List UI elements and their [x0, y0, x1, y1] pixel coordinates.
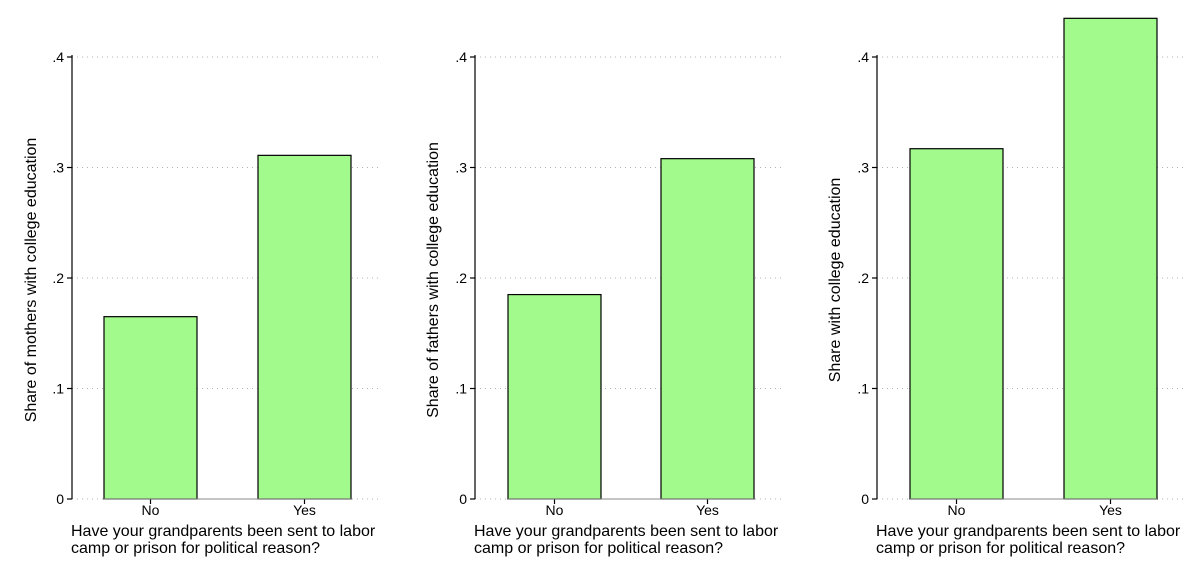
- bar-no: [507, 293, 602, 500]
- bar-yes: [257, 154, 352, 500]
- x-axis-label-line: camp or prison for political reason?: [474, 540, 723, 557]
- y-tick-label: .2: [455, 270, 467, 286]
- y-tick-label: .4: [52, 49, 64, 65]
- x-axis-label-line: camp or prison for political reason?: [71, 540, 320, 557]
- x-axis-label-line: Have your grandparents been sent to labo…: [876, 523, 1181, 540]
- bar-yes: [660, 158, 755, 500]
- y-tick-label: 0: [459, 491, 467, 507]
- x-axis-label-line: Have your grandparents been sent to labo…: [474, 523, 779, 540]
- y-tick-label: .3: [455, 160, 467, 176]
- y-axis-label: Share of fathers with college education: [425, 142, 442, 418]
- x-tick-label: No: [546, 502, 564, 518]
- y-tick-label: .3: [52, 160, 64, 176]
- y-axis-label: Share of mothers with college education: [23, 138, 40, 423]
- y-tick-label: .2: [52, 270, 64, 286]
- x-tick-label: Yes: [293, 502, 316, 518]
- y-axis-label: Share with college education: [827, 178, 844, 383]
- x-tick-label: No: [948, 502, 966, 518]
- bar-yes: [1063, 17, 1158, 500]
- x-tick-label: Yes: [1099, 502, 1122, 518]
- y-tick-label: .4: [857, 49, 869, 65]
- chart-panel-overall: 0 .1 .2 .3 .4 No Yes Share with college educati…: [827, 17, 1186, 557]
- x-axis-label-line: camp or prison for political reason?: [876, 540, 1125, 557]
- y-tick-label: .4: [455, 49, 467, 65]
- y-tick-label: .1: [455, 381, 467, 397]
- x-axis-label-line: Have your grandparents been sent to labo…: [71, 523, 376, 540]
- y-tick-label: .1: [52, 381, 64, 397]
- bar-no: [909, 148, 1004, 500]
- y-tick-label: 0: [861, 491, 869, 507]
- y-tick-label: .3: [857, 160, 869, 176]
- x-tick-label: Yes: [696, 502, 719, 518]
- chart-panel-mothers: 0 .1 .2 .3 .4 No Yes Share of mothers with coll…: [23, 49, 380, 557]
- y-tick-label: 0: [56, 491, 64, 507]
- x-tick-label: No: [142, 502, 160, 518]
- y-tick-label: .2: [857, 270, 869, 286]
- bar-no: [103, 316, 198, 500]
- y-tick-label: .1: [857, 381, 869, 397]
- chart-panel-fathers: 0 .1 .2 .3 .4 No Yes Share of fathers with coll…: [425, 49, 782, 557]
